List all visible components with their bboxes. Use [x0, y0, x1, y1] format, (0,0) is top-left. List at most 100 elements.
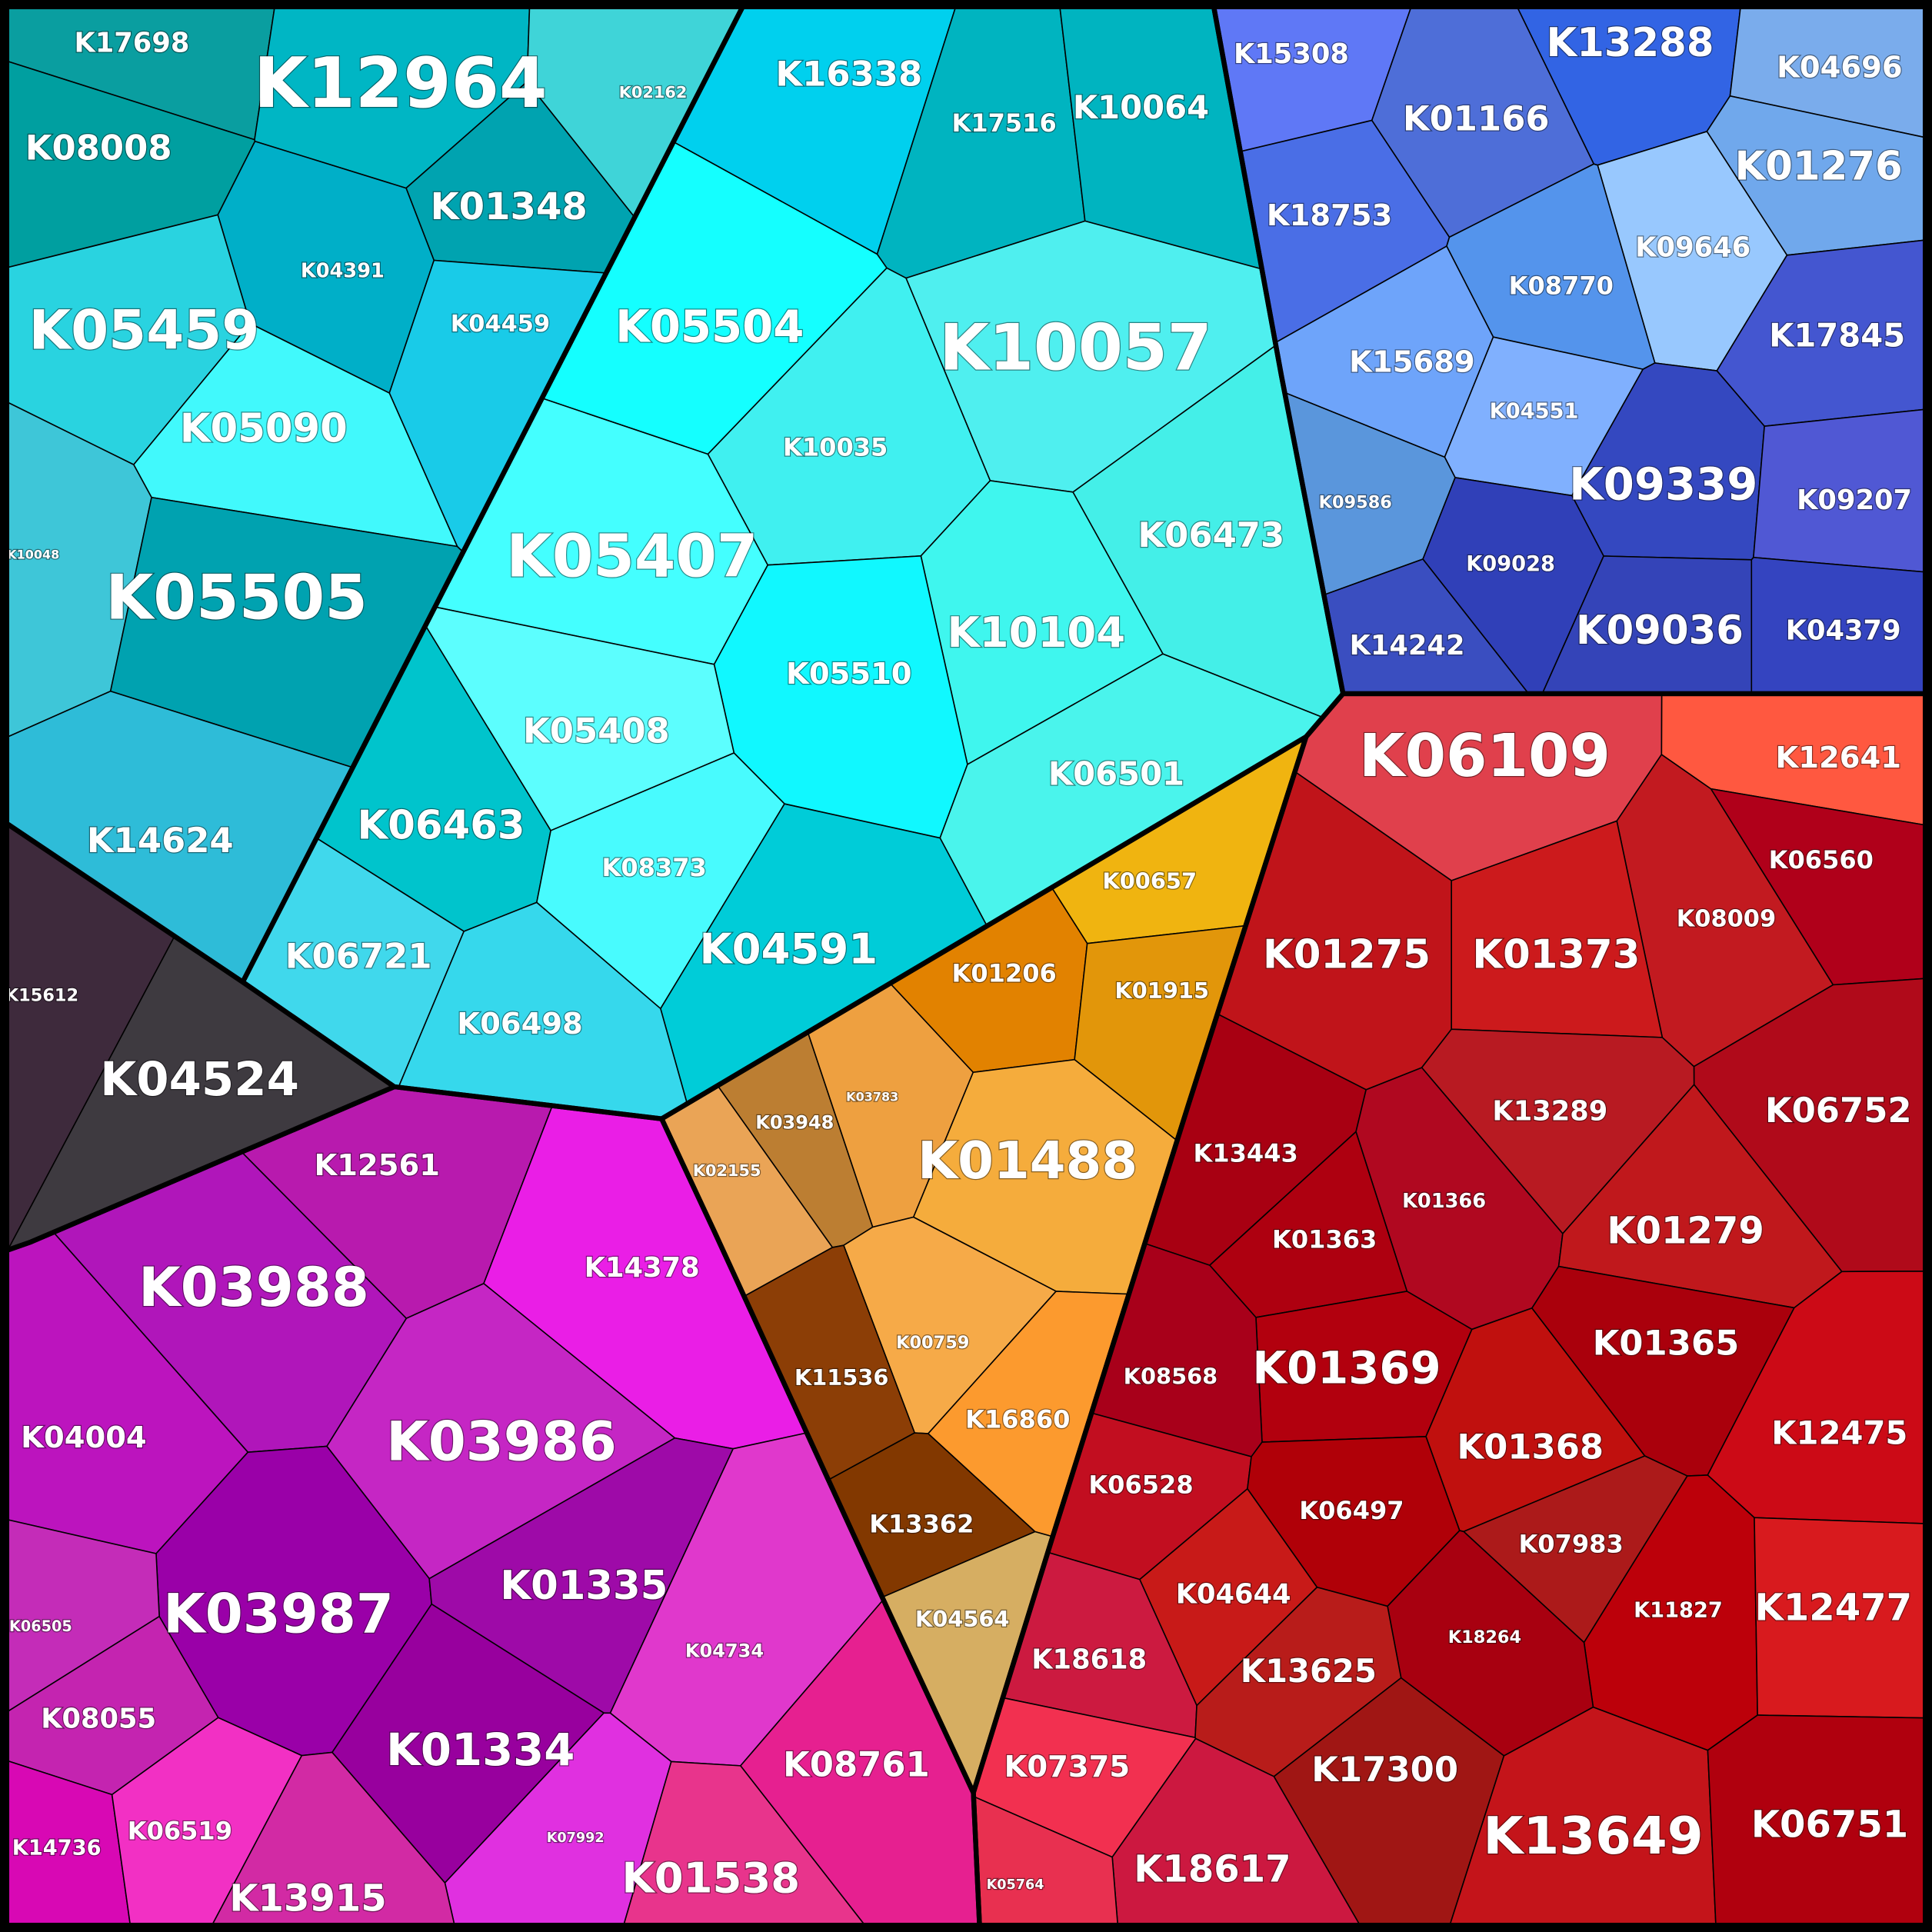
- cell-label: K06473: [1138, 515, 1284, 555]
- cell-label: K08373: [602, 853, 707, 882]
- cell-label: K08761: [783, 1744, 930, 1785]
- cell-label: K12641: [1775, 741, 1901, 775]
- cell-label: K06501: [1048, 755, 1184, 793]
- cell-label: K08568: [1124, 1363, 1218, 1389]
- cell-label: K18617: [1134, 1847, 1291, 1890]
- cell-label: K04459: [451, 311, 550, 338]
- cell-label: K07992: [547, 1830, 605, 1846]
- cell-label: K17698: [74, 28, 189, 59]
- cell-label: K01366: [1402, 1190, 1486, 1213]
- cell-label: K00657: [1102, 868, 1197, 894]
- cell-label: K13362: [869, 1510, 974, 1539]
- cell-label: K09586: [1319, 493, 1392, 513]
- cell-label: K13289: [1492, 1096, 1607, 1128]
- cell-label: K08770: [1509, 271, 1614, 301]
- cell-label: K18264: [1448, 1627, 1521, 1647]
- cell-label: K05504: [615, 301, 804, 353]
- cell-label: K08008: [25, 128, 172, 168]
- cell-label: K03948: [755, 1111, 834, 1133]
- cell-label: K02155: [693, 1161, 761, 1180]
- cell-label: K01275: [1263, 932, 1431, 978]
- cell-label: K04379: [1786, 615, 1901, 647]
- cell-label: K11827: [1634, 1598, 1723, 1622]
- cell-label: K04524: [100, 1052, 299, 1107]
- cell-label: K11536: [794, 1364, 889, 1391]
- cell-label: K01488: [918, 1131, 1138, 1191]
- cell-label: K17300: [1311, 1749, 1458, 1790]
- cells: [5, 5, 1927, 1927]
- cell-label: K03783: [846, 1089, 898, 1104]
- cell-label: K01538: [622, 1854, 801, 1903]
- cell-label: K16860: [965, 1405, 1070, 1434]
- cell-label: K17516: [952, 108, 1057, 138]
- cell-label: K05407: [506, 523, 758, 591]
- cell-label: K06463: [358, 802, 525, 848]
- cell-label: K06109: [1359, 722, 1611, 791]
- cell-label: K13625: [1241, 1652, 1377, 1690]
- cell-label: K12477: [1755, 1587, 1912, 1630]
- cell-label: K01276: [1735, 143, 1903, 189]
- cell-label: K10057: [939, 310, 1211, 385]
- cell-label: K08009: [1677, 906, 1776, 933]
- labels: K17698 K12964 K02162 K08008 K01348 K04391 K044…: [5, 19, 1914, 1921]
- cell-label: K16338: [775, 54, 922, 95]
- cell-label: K04644: [1176, 1579, 1291, 1611]
- cell-label: K08055: [41, 1703, 156, 1734]
- cell-label: K04551: [1490, 400, 1579, 424]
- cell-label: K12561: [314, 1148, 440, 1183]
- cell-label: K04391: [301, 259, 385, 282]
- cell-label: K03988: [138, 1256, 369, 1319]
- cell-label: K03987: [163, 1583, 394, 1646]
- cell-label: K15308: [1234, 38, 1349, 70]
- cell-label: K06519: [128, 1817, 232, 1846]
- cell-label: K01334: [386, 1724, 575, 1776]
- cell-label: K01373: [1472, 932, 1640, 978]
- cell-label: K01348: [430, 185, 587, 228]
- cell-label: K01206: [952, 959, 1057, 988]
- cell-label: K06721: [285, 936, 432, 977]
- cell-label: K01915: [1114, 978, 1209, 1004]
- cell-label: K04004: [21, 1421, 147, 1455]
- cell-label: K10048: [7, 547, 59, 561]
- cell-label: K01279: [1607, 1209, 1764, 1252]
- cell-label: K18618: [1031, 1644, 1147, 1675]
- cell-label: K06751: [1751, 1804, 1908, 1847]
- cell-label: K01369: [1252, 1341, 1441, 1394]
- cell-label: K06498: [457, 1007, 583, 1041]
- cell-label: K01365: [1593, 1323, 1740, 1364]
- cell-label: K01363: [1272, 1225, 1377, 1254]
- cell-label: K05459: [29, 298, 260, 361]
- cell-label: K04696: [1777, 51, 1903, 85]
- cell-label: K13649: [1483, 1806, 1703, 1866]
- cell-label: K06497: [1299, 1496, 1404, 1525]
- cell-label: K09207: [1797, 485, 1912, 516]
- cell-label: K07375: [1004, 1750, 1131, 1784]
- cell-label: K10104: [947, 608, 1125, 657]
- cell-label: K09646: [1635, 232, 1750, 264]
- cell-label: K09339: [1569, 458, 1757, 511]
- cell-label: K02162: [619, 83, 688, 102]
- cell-label: K06528: [1088, 1470, 1193, 1499]
- cell-label: K04564: [915, 1606, 1010, 1632]
- cell-label: K03986: [386, 1410, 617, 1473]
- cell-label: K06752: [1765, 1090, 1912, 1131]
- cell-label: K15689: [1349, 345, 1475, 380]
- cell-label: K05510: [786, 657, 912, 691]
- cell-label: K12475: [1771, 1414, 1907, 1452]
- cell-label: K04591: [699, 924, 878, 974]
- cell-label: K10035: [783, 433, 888, 462]
- cell-label: K05505: [105, 561, 368, 633]
- cell-label: K13443: [1194, 1139, 1298, 1168]
- cell-label: K07983: [1518, 1529, 1623, 1558]
- cell-label: K12964: [254, 44, 548, 124]
- cell-label: K14736: [12, 1837, 102, 1860]
- cell-label: K06560: [1769, 845, 1874, 874]
- cell-label: K01166: [1403, 98, 1550, 138]
- cell-label: K09028: [1466, 552, 1555, 576]
- cell-label: K10064: [1073, 88, 1209, 126]
- cell-label: K05090: [180, 406, 348, 452]
- cell-label: K13288: [1546, 20, 1714, 66]
